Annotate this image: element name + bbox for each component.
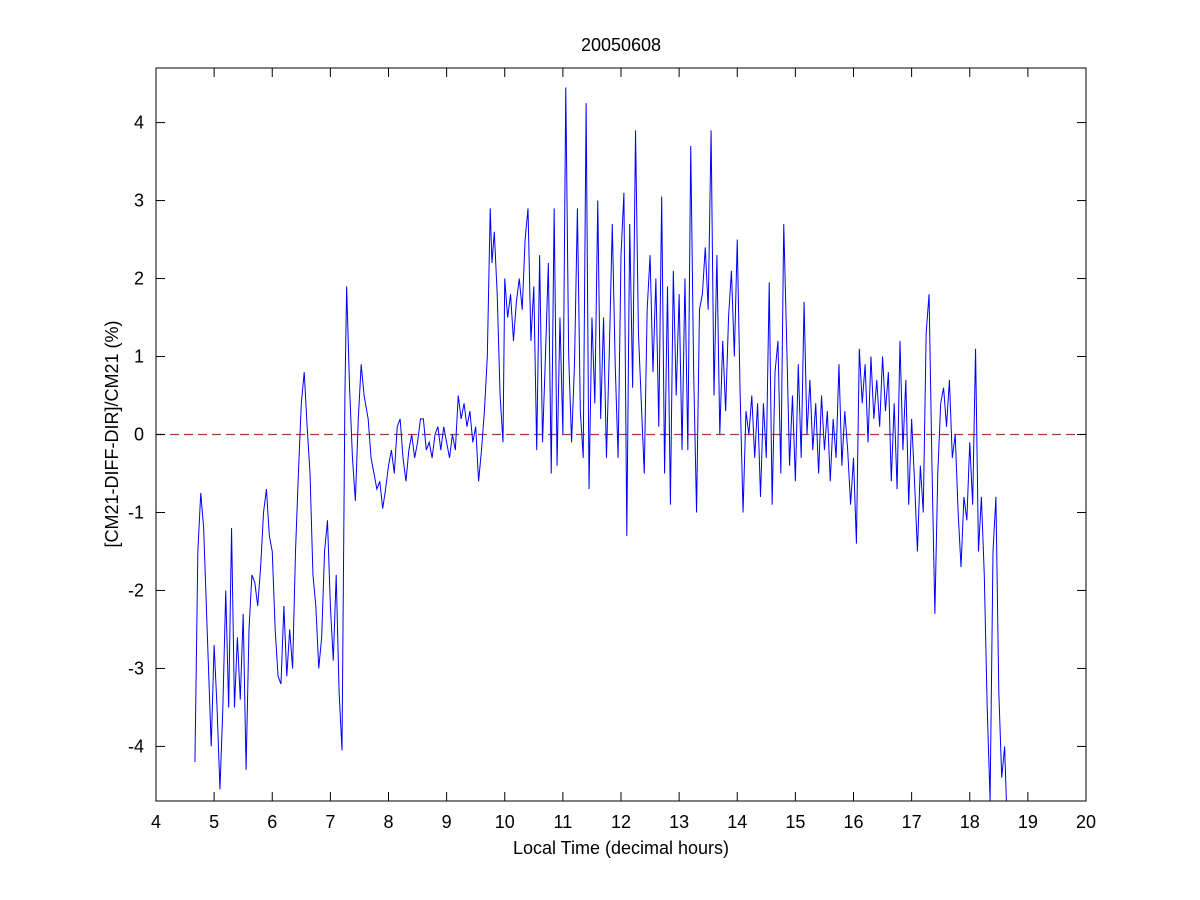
y-tick-label: -2	[128, 580, 144, 600]
y-tick-label: -3	[128, 658, 144, 678]
y-tick-label: 3	[134, 191, 144, 211]
y-tick-label: -1	[128, 502, 144, 522]
x-tick-label: 17	[902, 812, 922, 832]
x-tick-label: 15	[785, 812, 805, 832]
x-tick-label: 6	[267, 812, 277, 832]
x-tick-label: 9	[442, 812, 452, 832]
chart-title: 20050608	[581, 35, 661, 55]
x-tick-label: 13	[669, 812, 689, 832]
x-tick-label: 11	[554, 812, 573, 832]
x-tick-label: 10	[495, 812, 515, 832]
data-line	[194, 87, 1007, 801]
x-tick-label: 14	[727, 812, 747, 832]
y-tick-label: 0	[134, 425, 144, 445]
x-tick-label: 12	[611, 812, 631, 832]
x-tick-label: 18	[960, 812, 980, 832]
x-tick-label: 7	[325, 812, 335, 832]
x-tick-label: 4	[151, 812, 161, 832]
x-tick-label: 20	[1076, 812, 1096, 832]
x-tick-label: 16	[843, 812, 863, 832]
y-tick-label: -4	[128, 736, 144, 756]
x-axis-label: Local Time (decimal hours)	[513, 838, 729, 858]
x-tick-label: 8	[383, 812, 393, 832]
y-axis-label: [CM21-DIFF-DIR]/CM21 (%)	[102, 320, 122, 547]
x-tick-label: 19	[1018, 812, 1038, 832]
y-tick-label: 2	[134, 269, 144, 289]
y-tick-label: 4	[134, 113, 144, 133]
x-tick-label: 5	[209, 812, 219, 832]
y-tick-label: 1	[134, 347, 144, 367]
